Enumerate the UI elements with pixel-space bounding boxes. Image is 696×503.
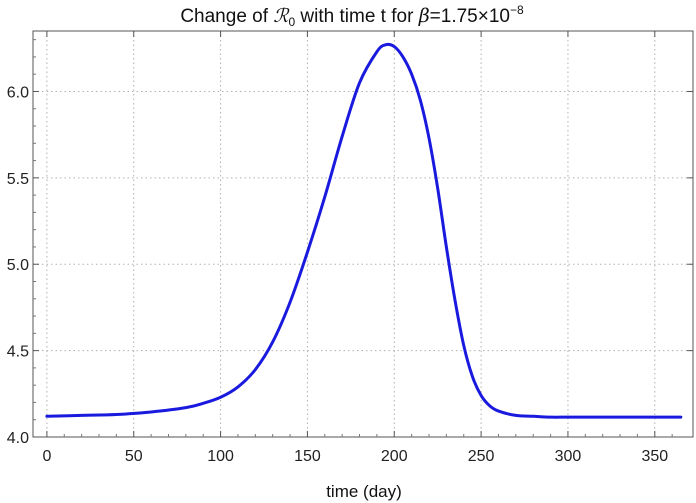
series-group <box>45 42 683 419</box>
x-tick-label: 250 <box>468 448 495 465</box>
plot-frame <box>32 30 694 438</box>
y-tick-label: 4.5 <box>7 344 29 361</box>
y-tick-label: 6.0 <box>7 84 29 101</box>
axis-ticks: 0 50 100 150 200 250 300 350 4.0 4.5 5.0 5.5 6.0 <box>7 31 693 465</box>
y-tick-label: 5.5 <box>7 171 29 188</box>
grid-lines <box>33 31 693 437</box>
x-tick-label: 0 <box>42 448 51 465</box>
y-tick-label: 5.0 <box>7 257 29 274</box>
x-tick-label: 100 <box>207 448 234 465</box>
x-tick-label: 150 <box>294 448 321 465</box>
y-tick-label: 4.0 <box>7 430 29 447</box>
x-tick-label: 200 <box>381 448 408 465</box>
x-tick-label: 50 <box>125 448 143 465</box>
series-line <box>45 42 683 419</box>
x-tick-label: 350 <box>641 448 668 465</box>
x-tick-label: 300 <box>555 448 582 465</box>
chart-title: Change of ℛ0 with time t for β=1.75×10−8 <box>180 3 524 29</box>
x-axis-label: time (day) <box>326 482 402 501</box>
